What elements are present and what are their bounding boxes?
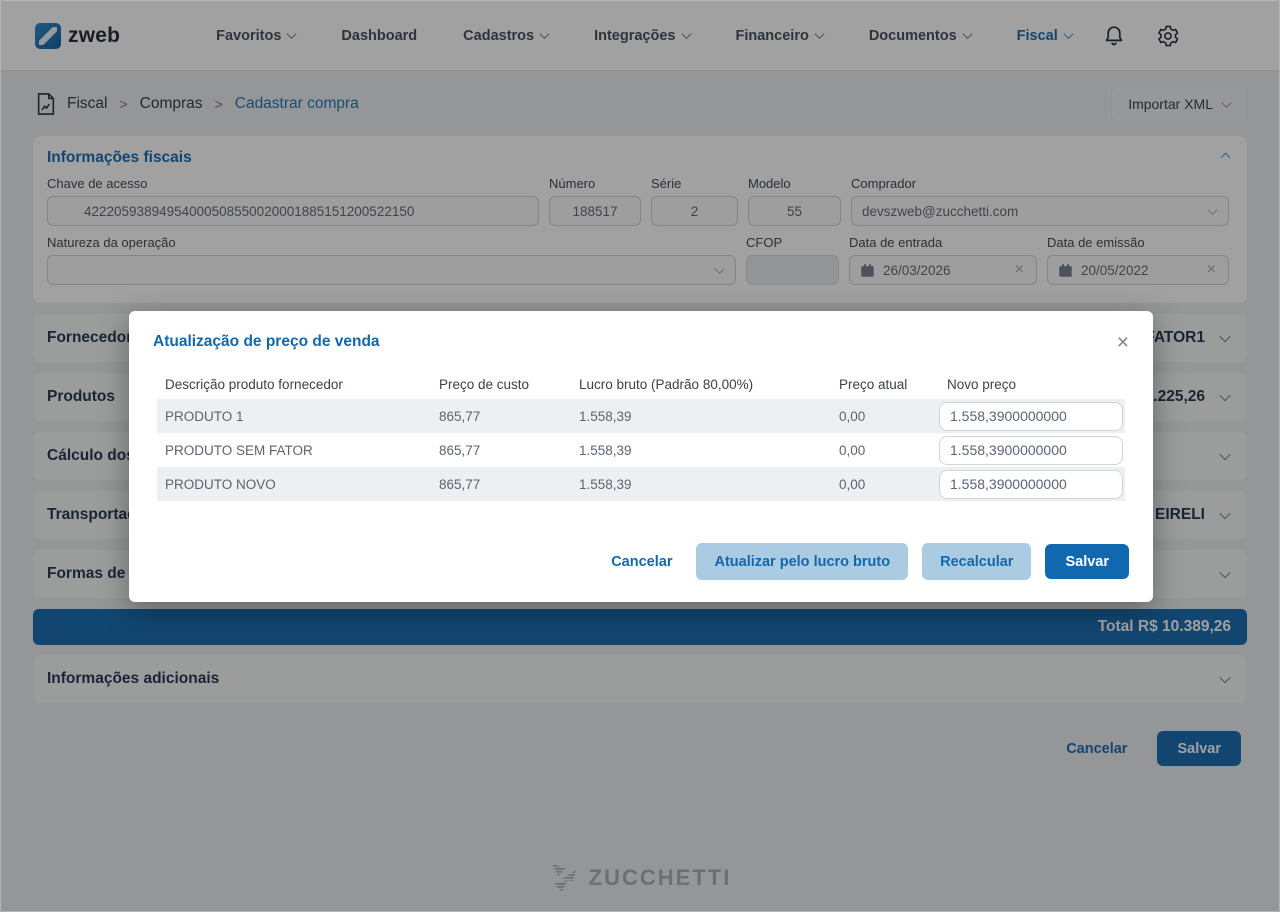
- recalcular-button[interactable]: Recalcular: [922, 543, 1032, 580]
- novo-preco-input[interactable]: [939, 469, 1123, 499]
- zweb-logo-icon: [35, 22, 61, 49]
- gear-icon[interactable]: [1156, 24, 1180, 48]
- data-emissao-input[interactable]: 20/05/2022 ×: [1047, 255, 1229, 285]
- cell-lucro-bruto: 1.558,39: [579, 476, 632, 492]
- breadcrumb-separator: >: [214, 96, 223, 112]
- modal-title: Atualização de preço de venda: [153, 333, 380, 350]
- col-lucro-bruto: Lucro bruto (Padrão 80,00%): [579, 376, 754, 392]
- novo-preco-input[interactable]: [939, 435, 1123, 465]
- total-bar: Total R$ 10.389,26: [33, 609, 1247, 645]
- nav-icon-group: [1102, 24, 1180, 48]
- calendar-icon: [861, 263, 874, 277]
- close-icon[interactable]: ×: [1116, 331, 1129, 354]
- cell-preco-atual: 0,00: [839, 476, 866, 492]
- comprador-select[interactable]: devszweb@zucchetti.com: [851, 196, 1229, 226]
- section-title-informacoes-fiscais: Informações fiscais: [47, 149, 192, 166]
- nav-item-dashboard[interactable]: Dashboard: [341, 27, 418, 44]
- cfop-label: CFOP: [746, 235, 783, 250]
- price-update-modal: Atualização de preço de venda × Descriçã…: [129, 311, 1153, 602]
- zweb-logo[interactable]: zweb: [35, 22, 121, 49]
- cell-preco-atual: 0,00: [839, 408, 866, 424]
- accordion-summary-value: FATOR1: [1145, 329, 1205, 346]
- natureza-operacao-label: Natureza da operação: [47, 235, 176, 250]
- serie-label: Série: [651, 176, 682, 191]
- cell-descricao: PRODUTO NOVO: [165, 476, 276, 492]
- natureza-operacao-select[interactable]: [47, 255, 736, 285]
- cell-lucro-bruto: 1.558,39: [579, 408, 632, 424]
- nav-item-integracoes[interactable]: Integrações: [594, 28, 691, 44]
- importar-xml-button[interactable]: Importar XML: [1111, 86, 1247, 122]
- cell-lucro-bruto: 1.558,39: [579, 442, 632, 458]
- clear-date-icon[interactable]: ×: [1014, 261, 1024, 278]
- cell-preco-custo: 865,77: [439, 476, 481, 492]
- nav-item-cadastros[interactable]: Cadastros: [463, 28, 550, 44]
- breadcrumb: Fiscal > Compras > Cadastrar compra: [35, 92, 1111, 116]
- zucchetti-logo-text: ZUCCHETTI: [588, 865, 732, 890]
- breadcrumb-row: Fiscal > Compras > Cadastrar compra Impo…: [1, 71, 1279, 136]
- calendar-icon: [1059, 263, 1072, 277]
- cell-preco-custo: 865,77: [439, 408, 481, 424]
- zweb-logo-text: zweb: [68, 23, 121, 47]
- cancelar-button[interactable]: Cancelar: [1066, 740, 1128, 757]
- table-row: PRODUTO 1 865,77 1.558,39 0,00: [157, 399, 1125, 433]
- accordion-informacoes-adicionais[interactable]: Informações adicionais: [33, 655, 1247, 703]
- nav-item-fiscal[interactable]: Fiscal: [1017, 28, 1074, 44]
- document-icon: [37, 93, 55, 115]
- modal-cancelar-button[interactable]: Cancelar: [611, 553, 673, 570]
- modal-actions: Cancelar Atualizar pelo lucro bruto Reca…: [129, 543, 1153, 602]
- modelo-input[interactable]: 55: [748, 196, 841, 226]
- nav-item-financeiro[interactable]: Financeiro: [736, 28, 825, 44]
- modal-header: Atualização de preço de venda ×: [129, 311, 1153, 357]
- table-row: PRODUTO SEM FATOR 865,77 1.558,39 0,00: [157, 433, 1125, 467]
- cell-preco-custo: 865,77: [439, 442, 481, 458]
- total-value: Total R$ 10.389,26: [1097, 618, 1231, 635]
- numero-input[interactable]: 188517: [549, 196, 641, 226]
- breadcrumb-cadastrar-compra[interactable]: Cadastrar compra: [234, 95, 359, 112]
- cfop-input[interactable]: [746, 255, 839, 285]
- data-emissao-label: Data de emissão: [1047, 235, 1145, 250]
- col-descricao: Descrição produto fornecedor: [165, 376, 343, 392]
- data-entrada-input[interactable]: 26/03/2026 ×: [849, 255, 1037, 285]
- nav-item-favoritos[interactable]: Favoritos: [216, 28, 297, 44]
- price-table: Descrição produto fornecedor Preço de cu…: [129, 369, 1153, 501]
- data-entrada-label: Data de entrada: [849, 235, 943, 250]
- accordion-summary-value: S EIRELI: [1140, 506, 1205, 523]
- price-table-header: Descrição produto fornecedor Preço de cu…: [157, 369, 1125, 399]
- informacoes-fiscais-card: Informações fiscais Chave de acesso 4222…: [33, 136, 1247, 303]
- zucchetti-logo-icon: [551, 864, 576, 892]
- serie-input[interactable]: 2: [651, 196, 738, 226]
- fiscal-form-row-2: Natureza da operação CFOP Data de entrad…: [47, 235, 1229, 285]
- bell-icon[interactable]: [1102, 24, 1126, 48]
- atualizar-pelo-lucro-bruto-button[interactable]: Atualizar pelo lucro bruto: [696, 543, 909, 580]
- nav-menu: Favoritos Dashboard Cadastros Integraçõe…: [216, 27, 1074, 44]
- cell-preco-atual: 0,00: [839, 442, 866, 458]
- salvar-button[interactable]: Salvar: [1157, 731, 1241, 766]
- cell-descricao: PRODUTO SEM FATOR: [165, 442, 313, 458]
- page-actions: Cancelar Salvar: [33, 731, 1247, 766]
- nav-item-documentos[interactable]: Documentos: [869, 28, 973, 44]
- numero-label: Número: [549, 176, 596, 191]
- modelo-label: Modelo: [748, 176, 791, 191]
- page-footer: ZUCCHETTI: [33, 862, 1247, 894]
- breadcrumb-separator: >: [119, 96, 128, 112]
- breadcrumb-compras[interactable]: Compras: [139, 95, 203, 112]
- modal-salvar-button[interactable]: Salvar: [1045, 544, 1129, 579]
- accordion-summary-value: .225,26: [1153, 388, 1205, 405]
- breadcrumb-fiscal[interactable]: Fiscal: [67, 95, 108, 112]
- novo-preco-input[interactable]: [939, 401, 1123, 431]
- cell-descricao: PRODUTO 1: [165, 408, 244, 424]
- fiscal-form-row-1: Chave de acesso 422205938949540005085500…: [47, 176, 1229, 226]
- top-navbar: zweb Favoritos Dashboard Cadastros Integ…: [1, 1, 1279, 71]
- col-novo-preco: Novo preço: [947, 376, 1017, 392]
- comprador-label: Comprador: [851, 176, 917, 191]
- col-preco-atual: Preço atual: [839, 376, 908, 392]
- table-row: PRODUTO NOVO 865,77 1.558,39 0,00: [157, 467, 1125, 501]
- col-preco-custo: Preço de custo: [439, 376, 530, 392]
- chave-de-acesso-label: Chave de acesso: [47, 176, 148, 191]
- chave-de-acesso-input[interactable]: 4222059389495400050855002000188515120052…: [47, 196, 539, 226]
- clear-date-icon[interactable]: ×: [1206, 261, 1216, 278]
